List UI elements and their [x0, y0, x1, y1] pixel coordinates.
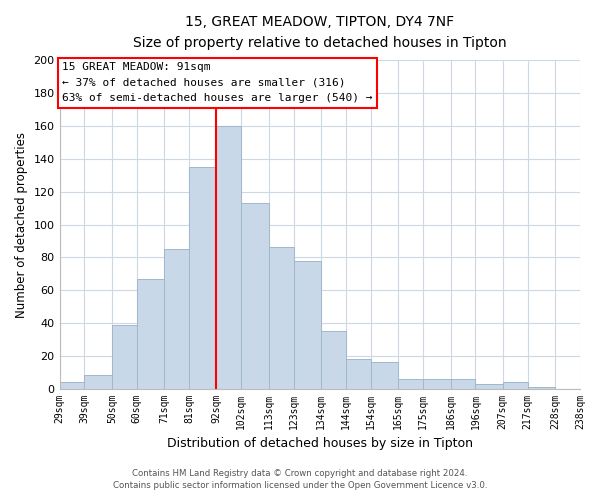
Bar [398, 378, 423, 388]
Bar [423, 378, 451, 388]
Bar [112, 324, 137, 388]
Text: Contains HM Land Registry data © Crown copyright and database right 2024.
Contai: Contains HM Land Registry data © Crown c… [113, 468, 487, 490]
Title: 15, GREAT MEADOW, TIPTON, DY4 7NF
Size of property relative to detached houses i: 15, GREAT MEADOW, TIPTON, DY4 7NF Size o… [133, 15, 506, 50]
Bar [321, 331, 346, 388]
Bar [85, 376, 112, 388]
Bar [346, 359, 371, 388]
Bar [137, 278, 164, 388]
X-axis label: Distribution of detached houses by size in Tipton: Distribution of detached houses by size … [167, 437, 473, 450]
Bar [503, 382, 528, 388]
Bar [189, 167, 217, 388]
Bar [164, 249, 189, 388]
Bar [269, 248, 293, 388]
Text: 15 GREAT MEADOW: 91sqm
← 37% of detached houses are smaller (316)
63% of semi-de: 15 GREAT MEADOW: 91sqm ← 37% of detached… [62, 62, 373, 104]
Bar [451, 378, 475, 388]
Bar [293, 260, 321, 388]
Bar [59, 382, 85, 388]
Bar [371, 362, 398, 388]
Y-axis label: Number of detached properties: Number of detached properties [15, 132, 28, 318]
Bar [475, 384, 503, 388]
Bar [528, 387, 555, 388]
Bar [217, 126, 241, 388]
Bar [241, 203, 269, 388]
